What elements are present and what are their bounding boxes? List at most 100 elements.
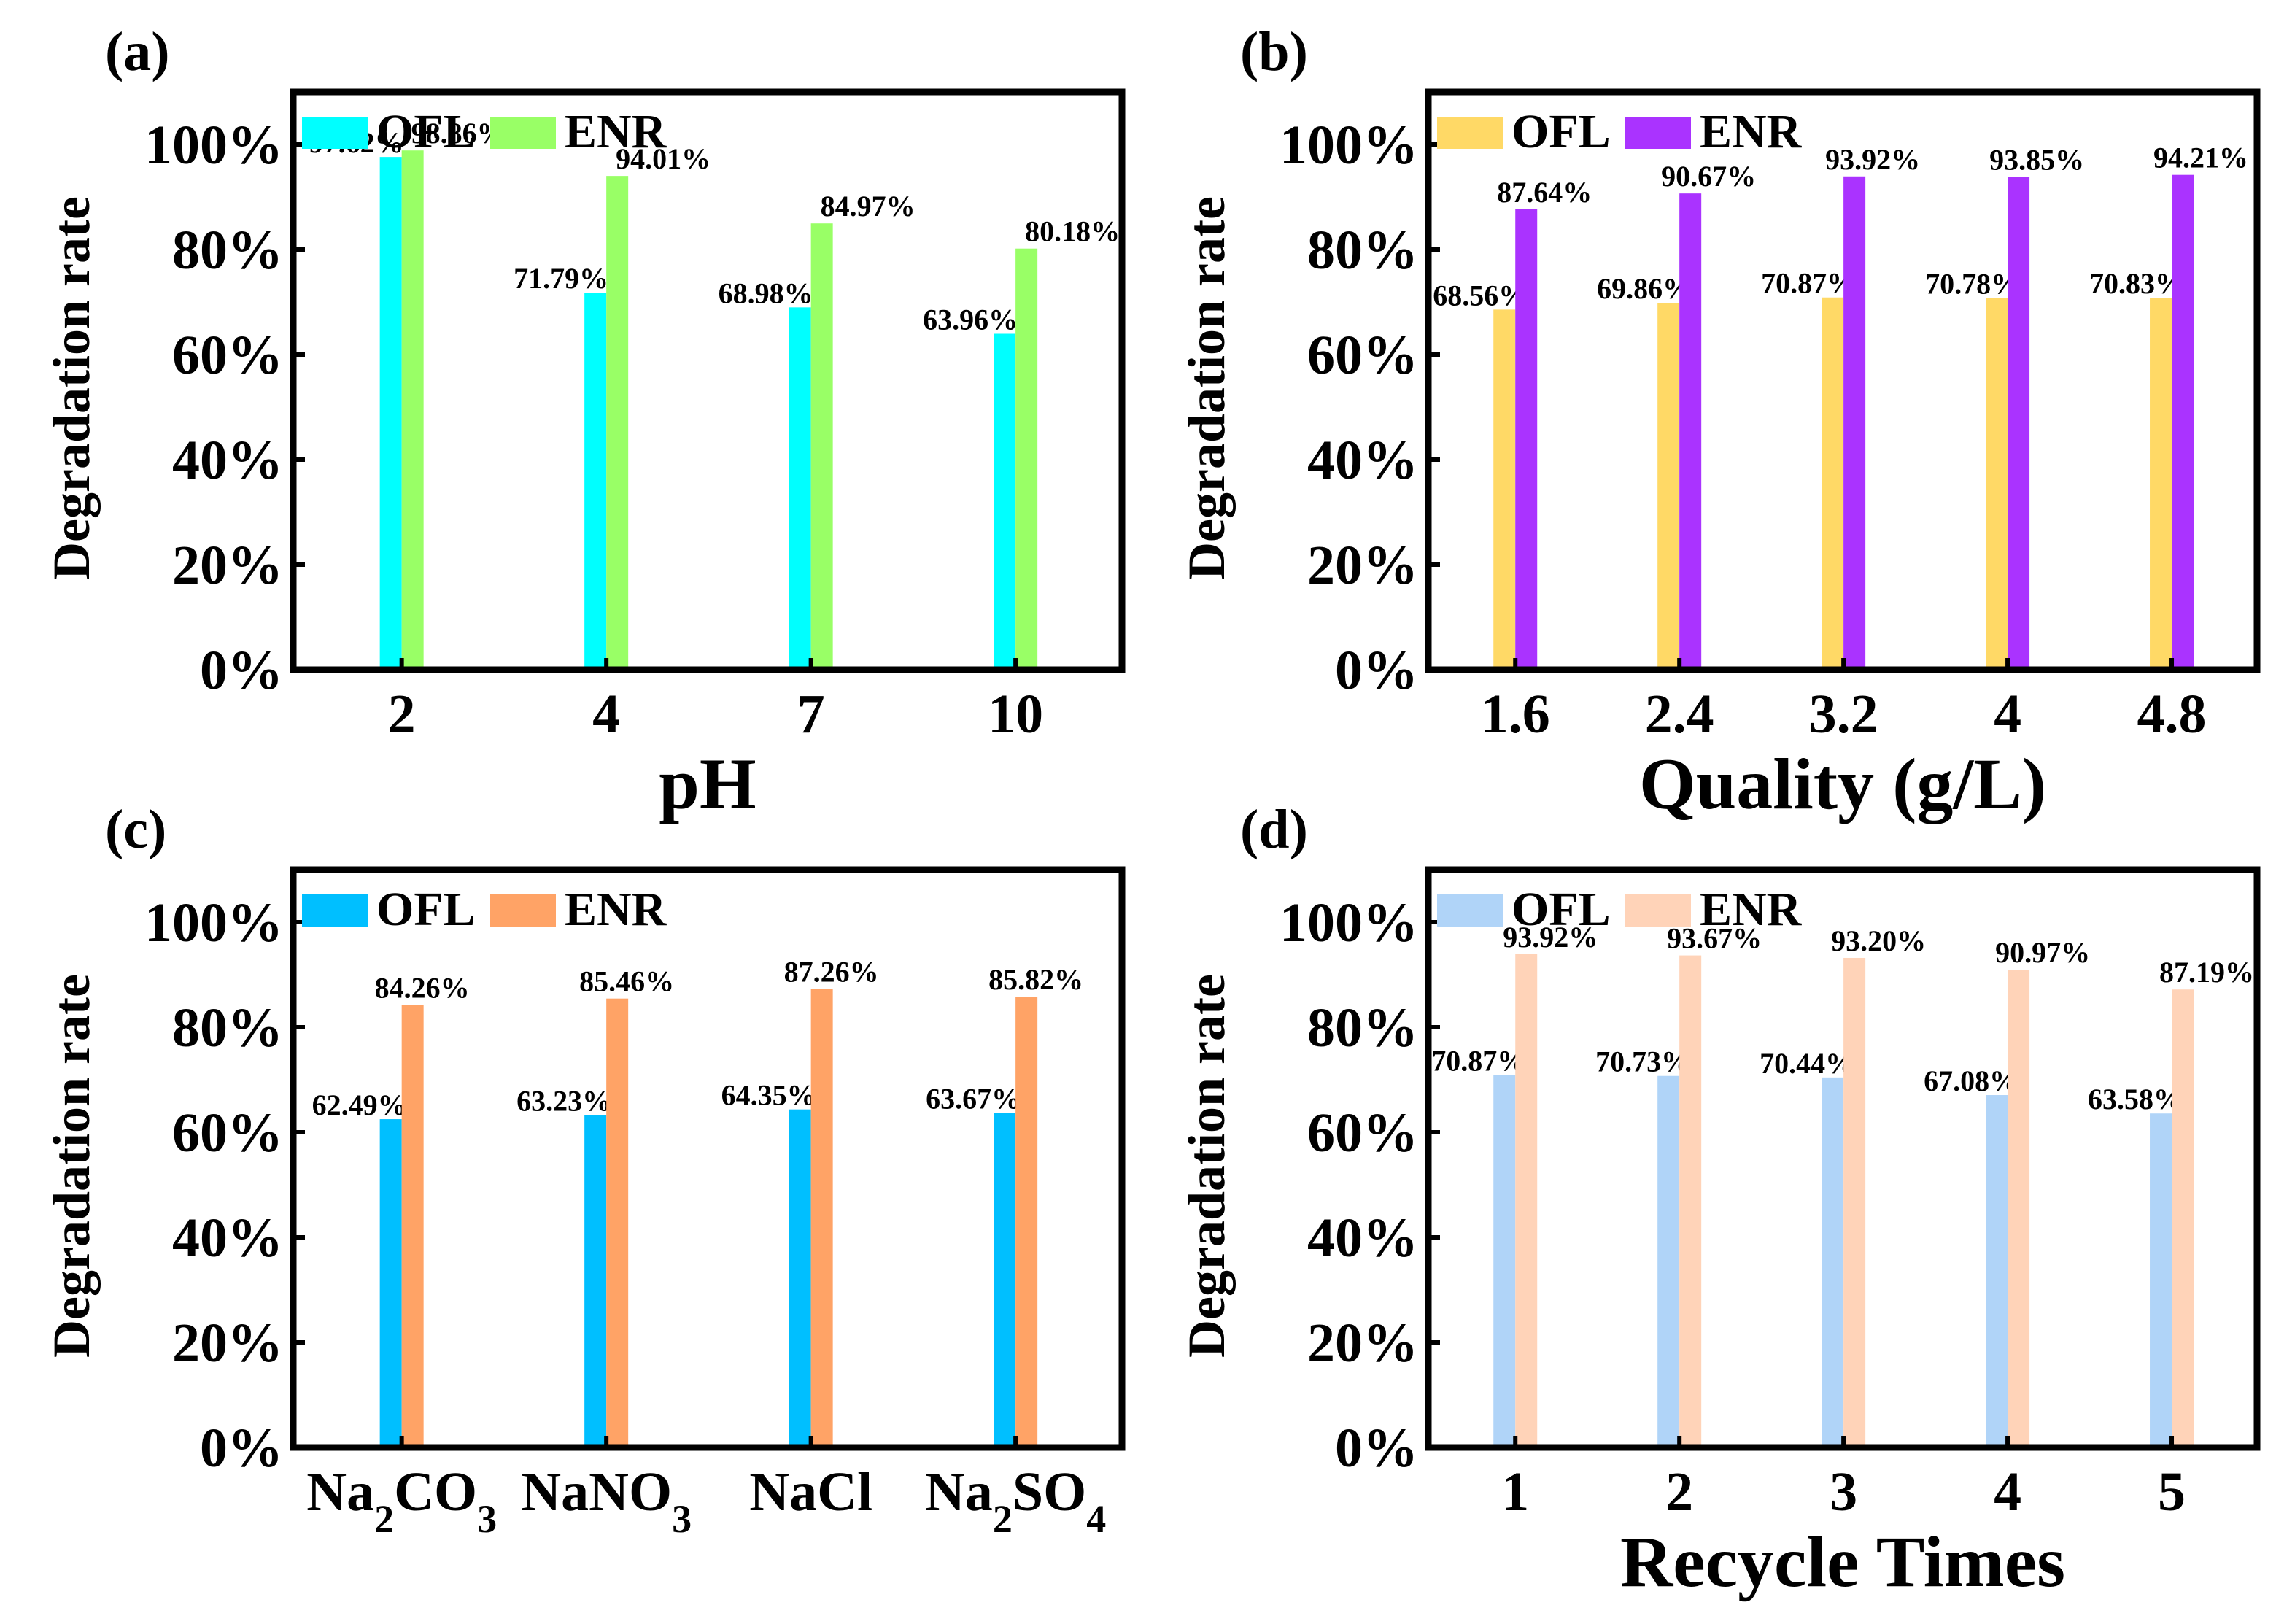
x-tick-label: 4 (1994, 1461, 2021, 1523)
x-tick-label: 2 (1665, 1461, 1693, 1523)
bar-enr (1015, 997, 1038, 1447)
bar-enr (810, 223, 833, 670)
y-tick-label: 0% (1335, 640, 1418, 701)
bar-enr (1843, 957, 1866, 1447)
x-tick-label: 1 (1501, 1461, 1529, 1523)
x-tick-label: 10 (988, 684, 1043, 745)
legend-swatch-enr (490, 117, 556, 149)
y-tick-label: 60% (172, 1102, 283, 1164)
bar-ofl (1986, 1095, 2008, 1447)
y-axis-label: Degradation rate (1177, 974, 1236, 1358)
bar-enr (606, 176, 629, 670)
x-tick-label: Na2SO4 (925, 1461, 1106, 1541)
data-label-enr: 93.20% (1831, 924, 1926, 957)
legend-label-enr: ENR (1700, 105, 1803, 158)
y-axis-label: Degradation rate (42, 974, 101, 1358)
plot-frame (1425, 866, 2261, 1451)
y-tick-label: 20% (1307, 1312, 1418, 1374)
y-tick-label: 0% (1335, 1418, 1418, 1479)
chart-panel-d: (d) 0% 20% 40% 60% 80% 100% Degradation rate 70.… (1177, 799, 2261, 1602)
data-label-ofl: 67.08% (1924, 1064, 2018, 1097)
x-tick-label: 2.4 (1645, 684, 1714, 745)
y-tick-label: 40% (172, 430, 283, 491)
x-tick-label: NaCl (749, 1461, 872, 1523)
legend-label-enr: ENR (1700, 883, 1803, 936)
bar-ofl (2150, 298, 2172, 670)
legend-swatch-enr (490, 894, 556, 927)
bar-enr (401, 1005, 424, 1447)
legend-label-ofl: OFL (1511, 105, 1611, 158)
bar-enr (810, 989, 833, 1447)
data-label-enr: 87.26% (784, 956, 879, 989)
bar-enr (401, 150, 424, 670)
y-tick-label: 60% (172, 325, 283, 386)
bar-enr (2008, 177, 2030, 670)
bar-ofl (994, 1113, 1016, 1447)
y-axis-label: Degradation rate (42, 196, 101, 580)
data-label-enr: 93.67% (1667, 922, 1762, 955)
y-tick-label: 20% (1307, 535, 1418, 596)
data-label-enr: 87.64% (1497, 176, 1592, 209)
bar-ofl (1986, 298, 2008, 670)
y-tick-label: 100% (144, 892, 283, 954)
bar-ofl (789, 1109, 811, 1447)
panel-label: (b) (1240, 21, 1308, 82)
chart-panel-c: (c) 0% 20% 40% 60% 80% 100% Degradation rate 62.… (42, 799, 1126, 1541)
data-label-enr: 93.92% (1503, 921, 1598, 954)
data-label-ofl: 63.67% (926, 1083, 1021, 1115)
chart-panel-b: (b) 0% 20% 40% 60% 80% 100% Degradation rate 68.… (1177, 21, 2261, 824)
y-tick-label: 40% (1307, 430, 1418, 491)
bar-enr (2008, 970, 2030, 1447)
panel-label: (a) (105, 21, 170, 82)
bar-ofl (1657, 303, 1680, 670)
data-label-enr: 93.92% (1825, 143, 1920, 176)
y-tick-label: 100% (144, 115, 283, 176)
data-label-ofl: 70.73% (1595, 1045, 1690, 1078)
bar-enr (606, 998, 629, 1447)
x-tick-label: 3.2 (1809, 684, 1878, 745)
bar-ofl (379, 157, 402, 670)
x-tick-label: 4 (1994, 684, 2021, 745)
bar-ofl (379, 1119, 402, 1447)
data-label-enr: 94.01% (616, 142, 711, 175)
bar-enr (1843, 176, 1866, 670)
data-label-ofl: 70.87% (1761, 267, 1856, 300)
bar-enr (1515, 209, 1538, 670)
bar-enr (1515, 954, 1538, 1447)
y-tick-label: 80% (1307, 220, 1418, 281)
y-tick-label: 0% (200, 1418, 283, 1479)
x-axis-label: Quality (g/L) (1639, 743, 2046, 824)
legend-swatch-enr (1625, 894, 1691, 927)
data-label-ofl: 70.78% (1925, 267, 2020, 300)
y-tick-label: 20% (172, 535, 283, 596)
bar-ofl (994, 333, 1016, 670)
y-tick-label: 100% (1280, 892, 1418, 954)
bar-enr (2172, 989, 2194, 1447)
x-tick-label: 3 (1830, 1461, 1857, 1523)
legend-swatch-ofl (1437, 117, 1503, 149)
bar-ofl (584, 1115, 607, 1447)
bar-enr (1679, 955, 1702, 1447)
data-label-ofl: 71.79% (514, 262, 608, 295)
plot-frame (290, 88, 1126, 673)
legend-label-ofl: OFL (376, 105, 476, 158)
y-tick-label: 20% (172, 1312, 283, 1374)
data-label-ofl: 70.87% (1431, 1045, 1526, 1078)
data-label-enr: 93.85% (1989, 143, 2084, 176)
data-label-ofl: 70.83% (2089, 267, 2184, 300)
data-label-enr: 94.21% (2153, 142, 2248, 174)
panel-label: (d) (1240, 799, 1308, 860)
y-tick-label: 80% (172, 997, 283, 1059)
x-tick-label: 4 (592, 684, 620, 745)
y-tick-label: 60% (1307, 1102, 1418, 1164)
data-label-enr: 85.82% (988, 963, 1083, 996)
x-tick-label: 4.8 (2137, 684, 2207, 745)
data-label-enr: 84.97% (821, 190, 916, 223)
data-label-enr: 85.46% (579, 965, 674, 998)
x-tick-label: 2 (388, 684, 416, 745)
x-tick-label: 7 (797, 684, 825, 745)
bar-enr (1015, 248, 1038, 670)
panel-label: (c) (105, 799, 166, 860)
y-tick-label: 80% (172, 220, 283, 281)
